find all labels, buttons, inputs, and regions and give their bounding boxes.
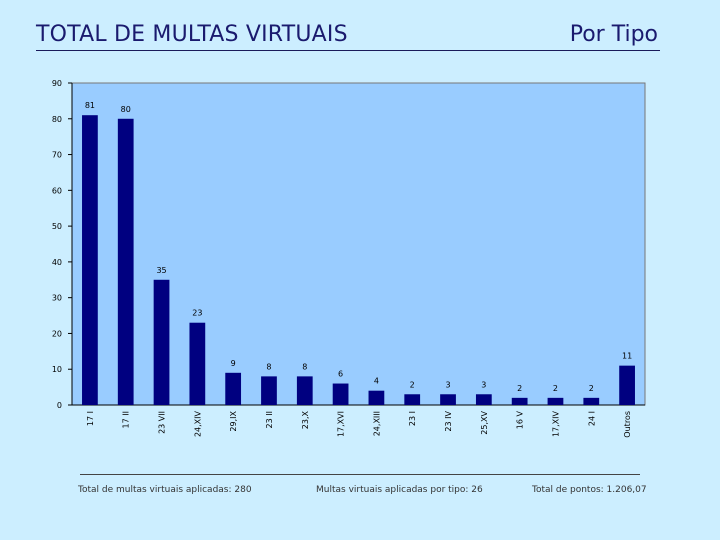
bar (296, 376, 313, 405)
y-tick-label: 10 (52, 365, 62, 374)
bar-value-label: 2 (410, 380, 415, 389)
x-tick-label: 23 VII (158, 411, 167, 434)
x-tick-label: 29,IX (229, 410, 238, 431)
bar-value-label: 8 (266, 362, 271, 371)
x-tick-label: 16 V (516, 410, 525, 429)
bar-value-label: 6 (338, 370, 343, 379)
bar-value-label: 2 (553, 384, 558, 393)
bar (225, 372, 242, 405)
y-tick-label: 90 (52, 79, 62, 88)
bar-value-label: 80 (121, 105, 131, 114)
bar (261, 376, 277, 405)
bar (117, 118, 134, 406)
x-tick-label: 23 I (408, 411, 417, 426)
x-tick-label: 24,XIII (372, 411, 381, 436)
bar-value-label: 3 (481, 380, 486, 389)
y-tick-label: 80 (52, 115, 62, 124)
bar-value-label: 35 (156, 266, 166, 275)
x-tick-label: 24 I (587, 411, 596, 426)
bar-value-label: 81 (85, 101, 95, 110)
bar-value-label: 23 (192, 309, 202, 318)
bar (547, 397, 564, 405)
y-tick-label: 50 (52, 222, 62, 231)
y-tick-label: 0 (57, 401, 62, 410)
footer-total: Total de multas virtuais aplicadas: 280 (78, 485, 252, 495)
bar-value-label: 8 (302, 362, 307, 371)
x-tick-label: 17 II (122, 411, 131, 428)
footer-points: Total de pontos: 1.206,07 (532, 485, 647, 495)
x-tick-label: 23,X (301, 410, 310, 429)
bar (404, 394, 421, 405)
bar-value-label: 3 (445, 380, 450, 389)
header: TOTAL DE MULTAS VIRTUAIS Por Tipo (36, 22, 660, 51)
bar (619, 365, 635, 405)
bar-value-label: 4 (374, 377, 379, 386)
x-tick-label: 17,XIV (551, 410, 560, 437)
bar (583, 397, 600, 405)
bar-value-label: 9 (231, 359, 236, 368)
bar-value-label: 2 (517, 384, 522, 393)
bar (332, 383, 349, 405)
x-tick-label: 17,XVI (337, 411, 346, 437)
x-tick-label: 17 I (86, 411, 95, 426)
y-tick-label: 40 (52, 258, 62, 267)
bar (440, 394, 456, 405)
y-tick-label: 60 (52, 186, 62, 195)
page-title: TOTAL DE MULTAS VIRTUAIS (36, 22, 348, 47)
bar-value-label: 2 (589, 384, 594, 393)
page-subtitle: Por Tipo (569, 22, 658, 47)
bar (368, 390, 385, 405)
x-tick-label: 23 II (265, 411, 274, 428)
x-tick-label: 25,XV (480, 410, 489, 434)
y-tick-label: 30 (52, 294, 62, 303)
bar (82, 115, 98, 405)
bar (153, 279, 170, 405)
bar (475, 394, 492, 405)
y-tick-label: 20 (52, 329, 62, 338)
bar-value-label: 11 (622, 352, 632, 361)
x-tick-label: 24,XIV (193, 410, 202, 437)
x-tick-label: Outros (623, 411, 632, 438)
footer-by-type: Multas virtuais aplicadas por tipo: 26 (316, 485, 483, 495)
bar (511, 397, 528, 405)
y-tick-label: 70 (52, 151, 62, 160)
footer-divider (80, 474, 640, 475)
bar (189, 322, 206, 405)
x-tick-label: 23 IV (444, 410, 453, 431)
